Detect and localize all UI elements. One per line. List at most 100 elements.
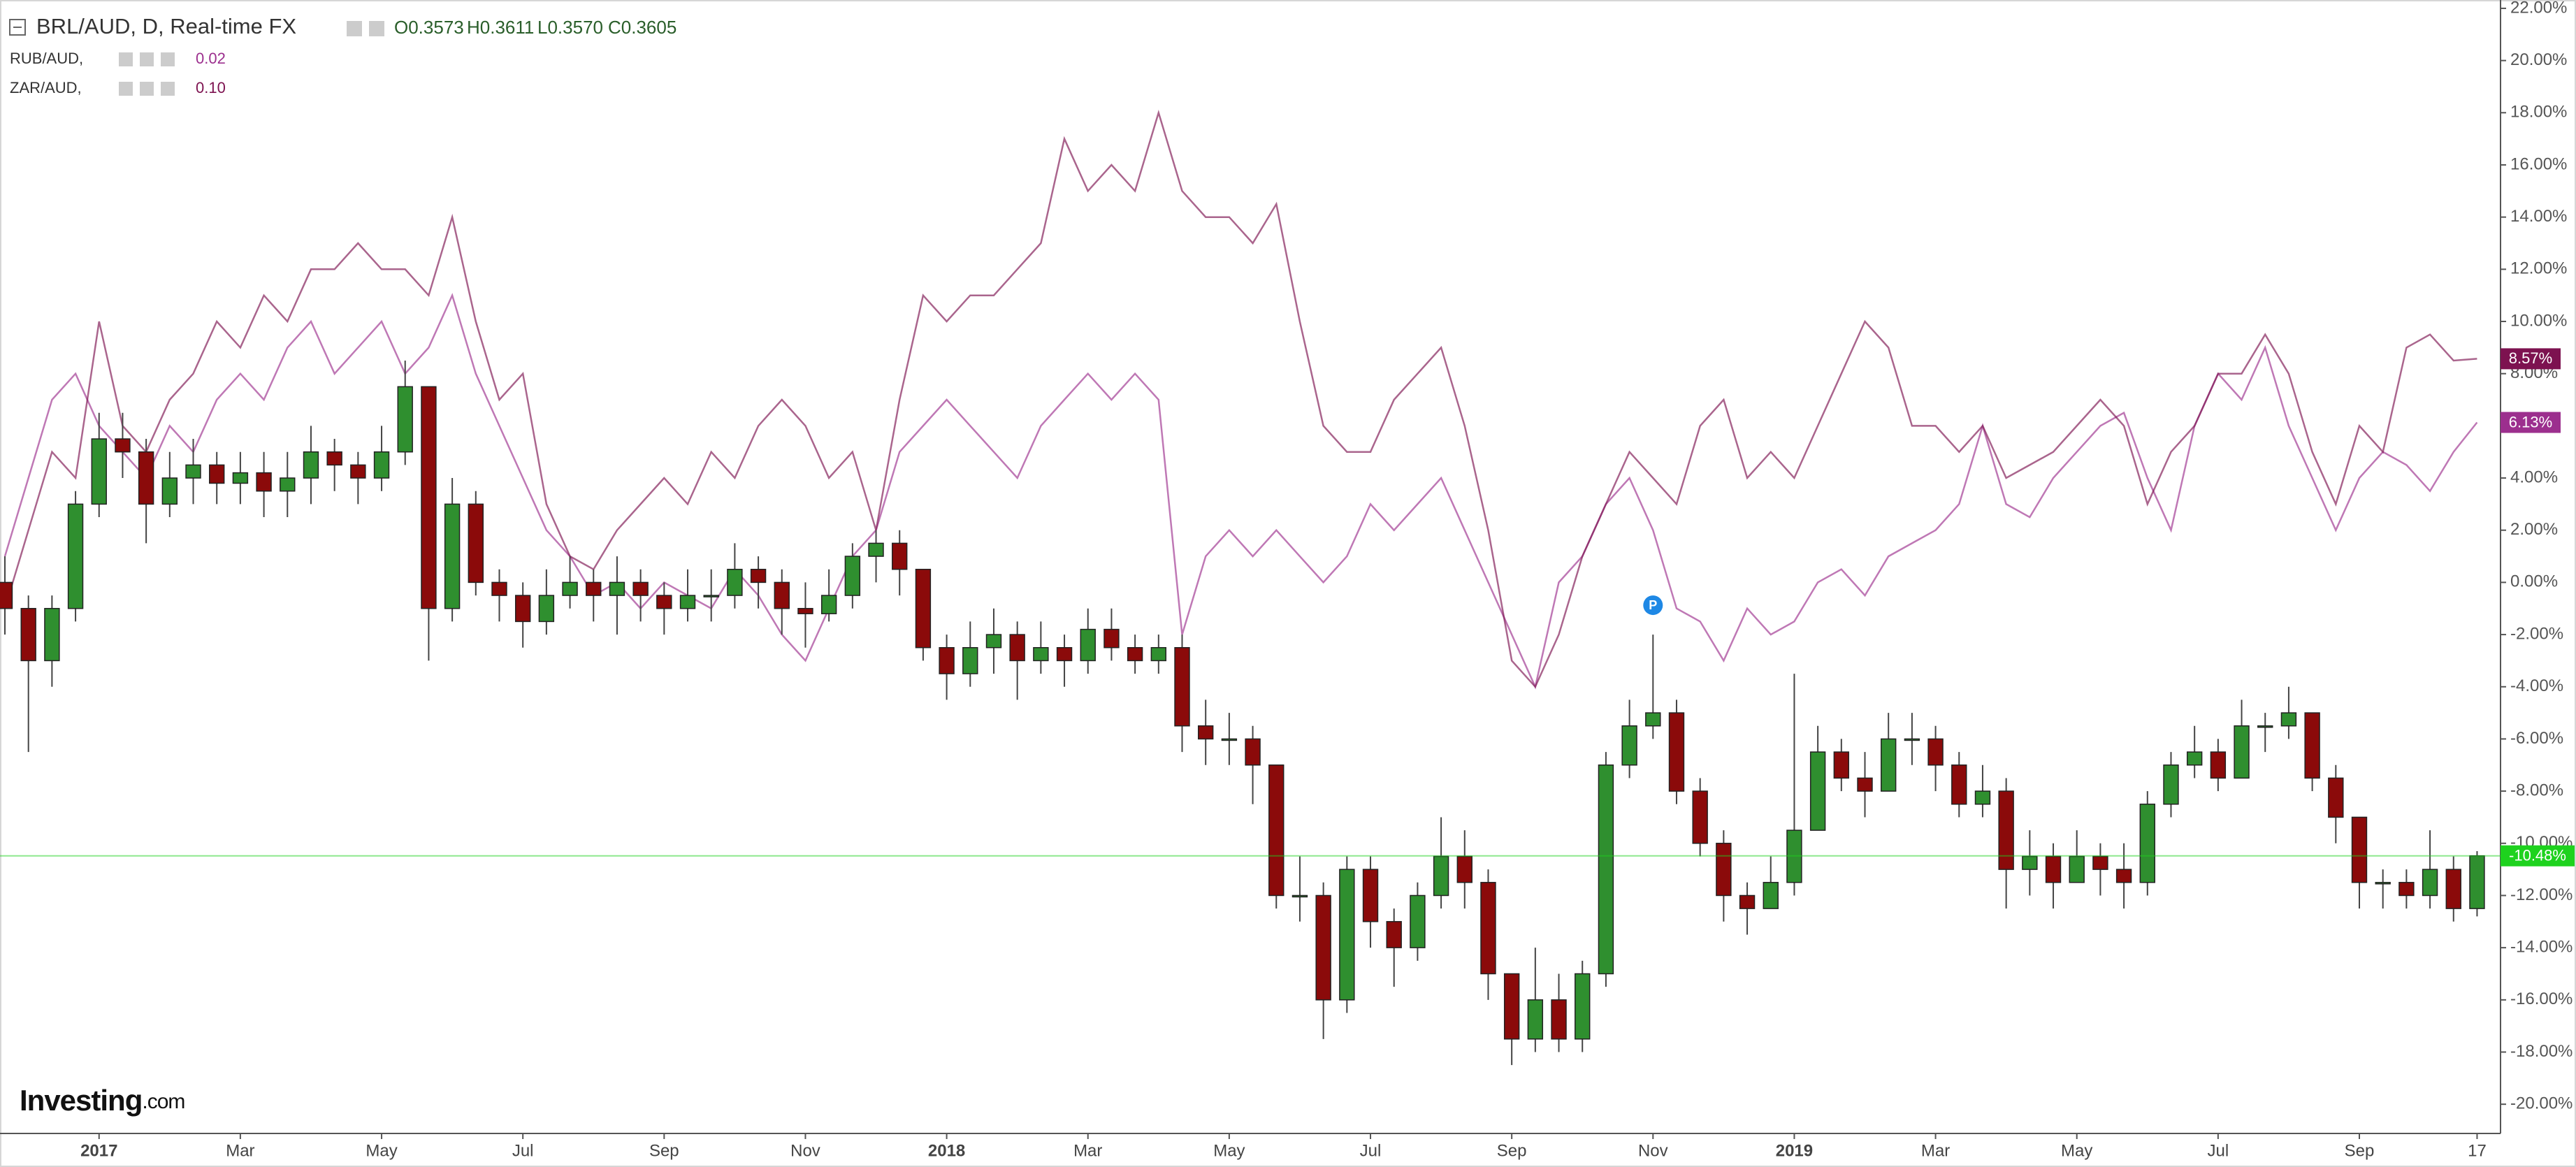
last-price-box — [2501, 845, 2575, 867]
candle-body — [232, 472, 249, 484]
candle-body — [1197, 725, 1214, 740]
candle-body — [2375, 882, 2391, 885]
y-tick-label: 4.00% — [2510, 467, 2558, 486]
y-tick-label: -14.00% — [2510, 937, 2573, 956]
plot-area — [0, 109, 2485, 1066]
candle-body — [1833, 751, 1850, 779]
candle-body — [2092, 855, 2108, 870]
open-value: O0.3573 — [394, 17, 464, 38]
candle-body — [2022, 855, 2038, 870]
legend-label: RUB/AUD, — [10, 50, 83, 67]
settings-icon[interactable] — [347, 21, 362, 36]
legend-icon[interactable] — [140, 52, 154, 66]
candle-body — [20, 607, 36, 662]
candle-body — [727, 568, 743, 596]
candle-body — [1410, 894, 1426, 948]
series-end-label: 6.13% — [2509, 413, 2552, 430]
legend-icon[interactable] — [140, 82, 154, 96]
candle-body — [2445, 869, 2461, 909]
candle-body — [514, 595, 531, 623]
candle-body — [185, 464, 201, 479]
legend-value: 0.02 — [196, 50, 226, 67]
x-tick-label: 2019 — [1776, 1141, 1813, 1160]
legend-icon[interactable] — [119, 82, 133, 96]
candle-body — [1339, 869, 1355, 1001]
x-tick-label: May — [366, 1141, 397, 1160]
candle-body — [1927, 738, 1944, 766]
x-tick-label: Nov — [790, 1141, 820, 1160]
candle-body — [939, 647, 955, 674]
y-tick-label: 12.00% — [2510, 259, 2567, 278]
x-tick-label: Jul — [2208, 1141, 2229, 1160]
x-tick-label: 2017 — [80, 1141, 117, 1160]
y-tick-label: 10.00% — [2510, 311, 2567, 330]
candle-body — [538, 595, 555, 623]
candle-body — [468, 503, 484, 584]
legend-label: ZAR/AUD, — [10, 79, 82, 96]
candle-body — [774, 581, 790, 609]
candle-body — [161, 477, 178, 505]
candle-body — [1268, 764, 1285, 897]
x-tick-label: 17 — [2468, 1141, 2487, 1160]
y-tick-label: 20.00% — [2510, 50, 2567, 69]
candle-body — [1315, 894, 1331, 1001]
candle-body — [2234, 725, 2250, 779]
candle-body — [1127, 647, 1143, 662]
series-end-box — [2501, 348, 2561, 370]
candle-body — [2045, 855, 2062, 883]
x-tick-label: May — [2061, 1141, 2092, 1160]
candle-body — [2139, 804, 2155, 883]
candle-body — [421, 386, 437, 609]
legend-icon[interactable] — [119, 52, 133, 66]
candle-body — [1739, 894, 1756, 909]
y-tick-label: 16.00% — [2510, 154, 2567, 173]
candle-body — [1056, 647, 1073, 662]
candle-body — [1974, 790, 1991, 805]
candle-body — [256, 472, 272, 492]
candle-body — [303, 451, 319, 479]
candle-body — [1881, 738, 1897, 792]
candle-body — [373, 451, 390, 479]
candle-body — [1692, 790, 1708, 844]
candle-body — [280, 477, 296, 492]
x-tick-label: Mar — [226, 1141, 254, 1160]
candle-body — [703, 595, 719, 597]
last-price-label: -10.48% — [2509, 847, 2566, 864]
y-tick-label: -20.00% — [2510, 1094, 2573, 1113]
x-tick-label: Jul — [512, 1141, 534, 1160]
candle-body — [1857, 777, 1873, 792]
candle-body — [797, 607, 813, 614]
candle-body — [2398, 882, 2415, 897]
x-tick-label: Mar — [1073, 1141, 1102, 1160]
legend-value: 0.10 — [196, 79, 226, 96]
candle-body — [397, 386, 413, 453]
candle-body — [1503, 973, 1520, 1040]
candle-body — [1621, 725, 1637, 766]
collapse-icon[interactable] — [9, 19, 26, 36]
candle-body — [1598, 764, 1614, 975]
y-tick-label: 0.00% — [2510, 572, 2558, 591]
header: BRL/AUD, D, Real-time FX O0.3573 H0.3611… — [9, 14, 676, 96]
series-end-box — [2501, 412, 2561, 433]
candle-body — [1245, 738, 1261, 766]
candle-body — [1362, 869, 1379, 922]
y-tick-label: 22.00% — [2510, 0, 2567, 17]
line-series — [3, 109, 2477, 689]
candle-body — [138, 451, 154, 505]
candle-body — [844, 556, 861, 596]
high-value: H0.3611 — [467, 17, 534, 38]
event-marker[interactable] — [1643, 595, 1663, 616]
legend-icon[interactable] — [161, 52, 175, 66]
legend-icon[interactable] — [161, 82, 175, 96]
candle-body — [350, 464, 366, 479]
candle-body — [1433, 855, 1449, 897]
y-tick-label: -8.00% — [2510, 781, 2563, 799]
candle-body — [915, 568, 932, 648]
candle-body — [2069, 855, 2085, 883]
candle-body — [2163, 764, 2179, 805]
hide-icon[interactable] — [369, 21, 384, 36]
x-tick-label: Sep — [2345, 1141, 2375, 1160]
candle-body — [1009, 634, 1025, 662]
candle-body — [1386, 921, 1402, 948]
